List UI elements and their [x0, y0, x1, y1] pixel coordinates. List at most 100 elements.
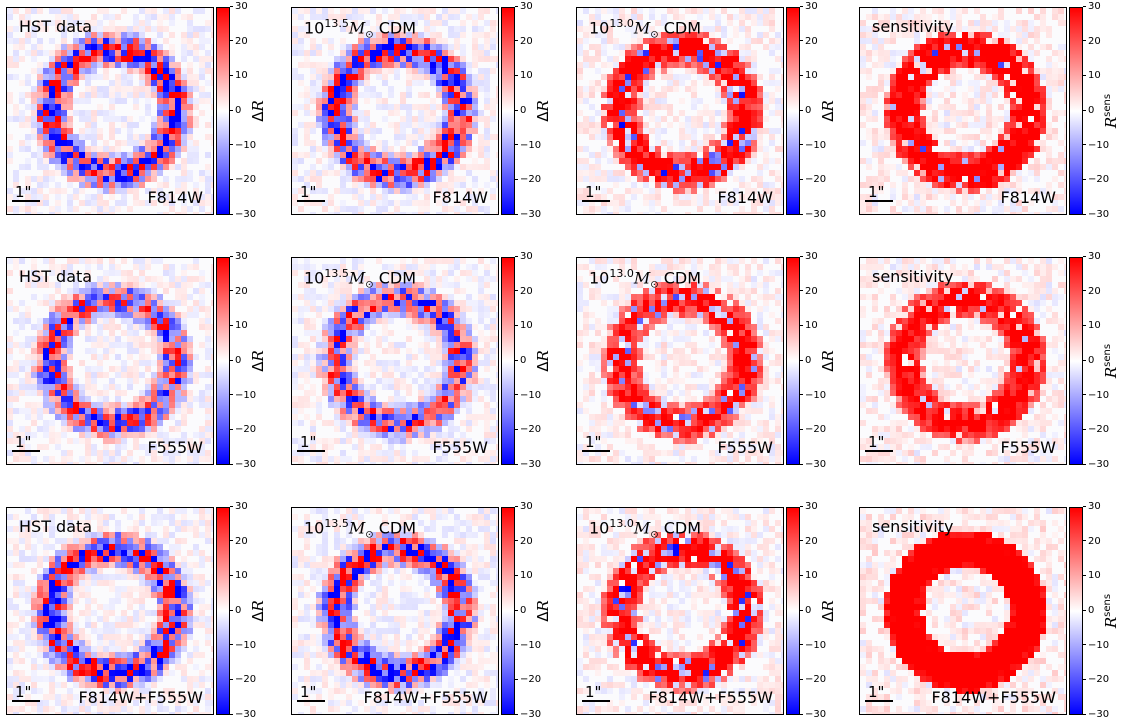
residual-pixel: [37, 116, 43, 122]
residual-pixel: [19, 408, 25, 414]
residual-pixel: [424, 182, 430, 188]
residual-pixel: [751, 212, 757, 214]
residual-pixel: [97, 26, 103, 32]
residual-pixel: [169, 158, 175, 164]
residual-pixel: [316, 336, 322, 342]
residual-pixel: [181, 86, 187, 92]
residual-pixel: [775, 128, 781, 134]
residual-pixel: [430, 276, 436, 282]
residual-pixel: [382, 116, 388, 122]
residual-pixel: [55, 342, 61, 348]
residual-pixel: [631, 182, 637, 188]
residual-pixel: [91, 312, 97, 318]
residual-pixel: [382, 318, 388, 324]
residual-pixel: [751, 116, 757, 122]
residual-pixel: [703, 110, 709, 116]
residual-pixel: [992, 68, 998, 74]
residual-pixel: [920, 122, 926, 128]
residual-pixel: [496, 336, 498, 342]
residual-pixel: [484, 116, 490, 122]
residual-pixel: [133, 324, 139, 330]
residual-pixel: [769, 212, 775, 214]
residual-pixel: [37, 152, 43, 158]
residual-pixel: [304, 306, 310, 312]
residual-pixel: [169, 68, 175, 74]
residual-pixel: [986, 152, 992, 158]
residual-pixel: [1016, 170, 1022, 176]
residual-pixel: [1016, 116, 1022, 122]
residual-pixel: [1028, 86, 1034, 92]
residual-pixel: [884, 122, 890, 128]
residual-pixel: [364, 200, 370, 206]
residual-pixel: [908, 56, 914, 62]
residual-pixel: [73, 408, 79, 414]
residual-pixel: [1046, 68, 1052, 74]
residual-pixel: [914, 182, 920, 188]
residual-pixel: [607, 212, 613, 214]
residual-pixel: [175, 74, 181, 80]
residual-pixel: [448, 258, 454, 264]
residual-pixel: [745, 110, 751, 116]
residual-pixel: [370, 212, 376, 214]
residual-pixel: [769, 74, 775, 80]
residual-pixel: [37, 8, 43, 14]
residual-pixel: [175, 212, 181, 214]
residual-pixel: [304, 8, 310, 14]
residual-pixel: [145, 318, 151, 324]
residual-pixel: [13, 258, 19, 264]
residual-pixel: [334, 318, 340, 324]
residual-pixel: [1040, 20, 1046, 26]
residual-pixel: [91, 306, 97, 312]
residual-pixel: [926, 86, 932, 92]
residual-pixel: [121, 98, 127, 104]
residual-pixel: [151, 92, 157, 98]
residual-pixel: [115, 396, 121, 402]
residual-pixel: [986, 146, 992, 152]
residual-pixel: [292, 342, 298, 348]
residual-pixel: [998, 44, 1004, 50]
residual-pixel: [932, 38, 938, 44]
residual-pixel: [436, 140, 442, 146]
residual-pixel: [454, 86, 460, 92]
residual-pixel: [460, 92, 466, 98]
residual-pixel: [127, 182, 133, 188]
residual-pixel: [97, 300, 103, 306]
residual-pixel: [631, 62, 637, 68]
residual-pixel: [139, 258, 145, 264]
residual-pixel: [304, 110, 310, 116]
residual-pixel: [400, 212, 406, 214]
residual-pixel: [175, 282, 181, 288]
residual-pixel: [55, 366, 61, 372]
residual-pixel: [601, 212, 607, 214]
residual-pixel: [709, 74, 715, 80]
residual-pixel: [460, 62, 466, 68]
residual-pixel: [109, 14, 115, 20]
residual-pixel: [424, 8, 430, 14]
residual-pixel: [1040, 212, 1046, 214]
residual-pixel: [490, 318, 496, 324]
residual-pixel: [133, 396, 139, 402]
residual-pixel: [304, 152, 310, 158]
residual-pixel: [478, 294, 484, 300]
residual-pixel: [187, 276, 193, 282]
residual-pixel: [412, 212, 418, 214]
residual-pixel: [968, 206, 974, 212]
residual-pixel: [175, 86, 181, 92]
residual-pixel: [133, 158, 139, 164]
residual-pixel: [85, 456, 91, 462]
residual-pixel: [298, 74, 304, 80]
residual-pixel: [424, 158, 430, 164]
residual-pixel: [460, 110, 466, 116]
residual-pixel: [902, 8, 908, 14]
residual-pixel: [715, 62, 721, 68]
residual-pixel: [721, 92, 727, 98]
residual-pixel: [454, 318, 460, 324]
residual-pixel: [43, 348, 49, 354]
residual-pixel: [1034, 158, 1040, 164]
residual-pixel: [163, 92, 169, 98]
residual-pixel: [19, 300, 25, 306]
residual-pixel: [133, 336, 139, 342]
residual-pixel: [968, 20, 974, 26]
residual-pixel: [370, 92, 376, 98]
residual-pixel: [211, 74, 213, 80]
